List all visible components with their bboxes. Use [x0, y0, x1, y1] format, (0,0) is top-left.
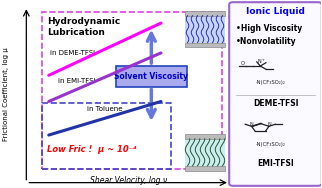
- Text: in Toluene: in Toluene: [87, 106, 123, 112]
- Text: •High Viscosity: •High Viscosity: [236, 24, 302, 33]
- Bar: [116, 66, 186, 86]
- Text: O: O: [241, 61, 245, 66]
- Text: Solvent Viscosity: Solvent Viscosity: [114, 72, 188, 81]
- Text: EMI-TFSI: EMI-TFSI: [257, 158, 294, 168]
- Bar: [43, 103, 171, 169]
- Text: Ionic Liquid: Ionic Liquid: [246, 7, 305, 16]
- Bar: [185, 166, 225, 171]
- Bar: [185, 139, 225, 166]
- Bar: [185, 43, 225, 47]
- Text: N$^+$: N$^+$: [257, 57, 265, 66]
- Text: ·N(CF₃SO₂)₂: ·N(CF₃SO₂)₂: [255, 80, 285, 85]
- Text: N: N: [249, 122, 253, 127]
- Text: in DEME-TFSI: in DEME-TFSI: [50, 50, 96, 56]
- Text: DEME-TFSI: DEME-TFSI: [253, 99, 298, 108]
- Text: •Nonvolatility: •Nonvolatility: [236, 37, 297, 46]
- Text: Frictional Coefficient, log μ: Frictional Coefficient, log μ: [3, 47, 8, 141]
- Bar: [185, 134, 225, 139]
- Bar: [185, 11, 225, 16]
- FancyBboxPatch shape: [229, 2, 322, 186]
- Text: in EMI-TFSI: in EMI-TFSI: [58, 78, 96, 84]
- Text: N: N: [268, 122, 271, 127]
- Text: Low Fric !  μ ~ 10⁻⁴: Low Fric ! μ ~ 10⁻⁴: [47, 146, 137, 155]
- Bar: [185, 16, 225, 43]
- Text: Hydrodynamic
Lubrication: Hydrodynamic Lubrication: [47, 17, 120, 37]
- Text: Shear Velocity, log ν: Shear Velocity, log ν: [90, 177, 167, 185]
- Bar: [43, 12, 222, 169]
- Text: ·N(CF₃SO₂)₂: ·N(CF₃SO₂)₂: [255, 142, 285, 147]
